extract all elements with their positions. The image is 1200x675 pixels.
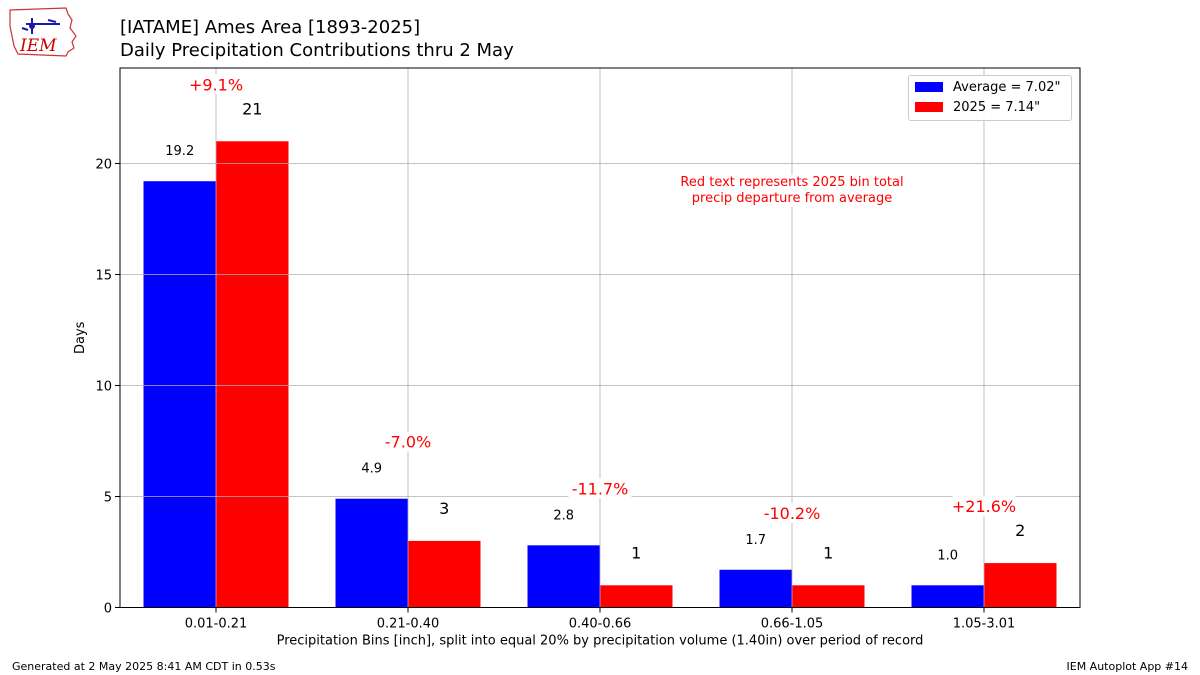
bar-average-0 (143, 181, 216, 608)
bar-average-3 (719, 569, 792, 608)
departure-label-2: -11.7% (572, 479, 629, 498)
departure-labels: +9.1% -7.0% -11.7% -10.2% +21.6% (189, 74, 1016, 523)
departure-bg-0 (189, 74, 243, 95)
y-axis-label: Days (73, 321, 88, 354)
bar-2025-3 (792, 585, 865, 608)
legend-swatch-average (915, 82, 943, 92)
x-tick-label-2: 0.40-0.66 (569, 617, 632, 632)
chart-title: [IATAME] Ames Area [1893-2025] (120, 17, 421, 38)
x-axis-label: Precipitation Bins [inch], split into eq… (277, 634, 924, 649)
departure-label-4: +21.6% (952, 497, 1016, 516)
legend: Average = 7.02" 2025 = 7.14" (908, 75, 1072, 121)
bar-label-2025-4: 2 (1015, 521, 1025, 540)
bar-2025-4 (984, 563, 1057, 608)
bar-label-2025-0: 21 (242, 99, 262, 118)
y-tick-label-0: 0 (104, 602, 112, 617)
bar-label-2025-3: 1 (823, 543, 833, 562)
departure-bg-1 (381, 431, 435, 452)
bar-value-labels: 19.2 4.9 2.8 1.7 1.0 21 3 1 1 2 (165, 99, 1025, 563)
y-tick-label-4: 20 (95, 157, 112, 172)
footer-generated: Generated at 2 May 2025 8:41 AM CDT in 0… (12, 660, 276, 673)
departure-bg-3 (760, 502, 824, 523)
departure-bg-4 (952, 496, 1016, 517)
bar-label-average-0: 19.2 (165, 144, 194, 159)
logo-text: IEM (19, 36, 57, 56)
bars (143, 141, 1057, 608)
departure-label-1: -7.0% (385, 433, 431, 452)
bar-label-average-3: 1.7 (745, 533, 766, 548)
x-tick-label-4: 1.05-3.01 (953, 617, 1016, 632)
x-tick-label-1: 0.21-0.40 (377, 617, 440, 632)
iem-logo: IEM (8, 6, 80, 62)
y-tick-label-3: 15 (95, 268, 112, 283)
legend-entry-2025: 2025 = 7.14" (915, 99, 1040, 115)
legend-entry-average: Average = 7.02" (915, 79, 1060, 95)
annotation-note: Red text represents 2025 bin total preci… (642, 175, 942, 207)
legend-label-2025: 2025 = 7.14" (953, 99, 1041, 115)
legend-label-average: Average = 7.02" (953, 79, 1061, 95)
annotation-line-1: Red text represents 2025 bin total (678, 175, 906, 191)
bar-label-average-1: 4.9 (361, 462, 382, 477)
bar-label-2025-1: 3 (439, 499, 449, 518)
x-tick-label-0: 0.01-0.21 (185, 617, 248, 632)
departure-bg-2 (568, 478, 632, 499)
y-tick-label-2: 10 (95, 379, 112, 394)
y-tick-label-1: 5 (104, 490, 112, 505)
footer-app: IEM Autoplot App #14 (1066, 660, 1189, 673)
legend-swatch-2025 (915, 102, 943, 112)
bar-label-2025-2: 1 (631, 543, 641, 562)
bar-average-1 (335, 498, 408, 608)
bar-label-average-2: 2.8 (553, 508, 574, 523)
chart-subtitle: Daily Precipitation Contributions thru 2… (120, 40, 514, 61)
annotation-line-2: precip departure from average (689, 191, 895, 207)
bar-average-4 (911, 585, 984, 608)
bar-average-2 (527, 545, 600, 608)
bar-2025-1 (408, 540, 481, 608)
bar-label-average-4: 1.0 (937, 548, 958, 563)
departure-label-3: -10.2% (764, 504, 821, 523)
axes: 0 5 10 15 20 0.01-0.21 0.21-0.40 0.40-0.66 0.66-… (73, 157, 1015, 648)
x-tick-label-3: 0.66-1.05 (761, 617, 824, 632)
bar-2025-0 (216, 141, 289, 608)
iowa-outline-icon (9, 7, 77, 57)
departure-label-0: +9.1% (189, 75, 243, 94)
bar-2025-2 (600, 585, 673, 608)
